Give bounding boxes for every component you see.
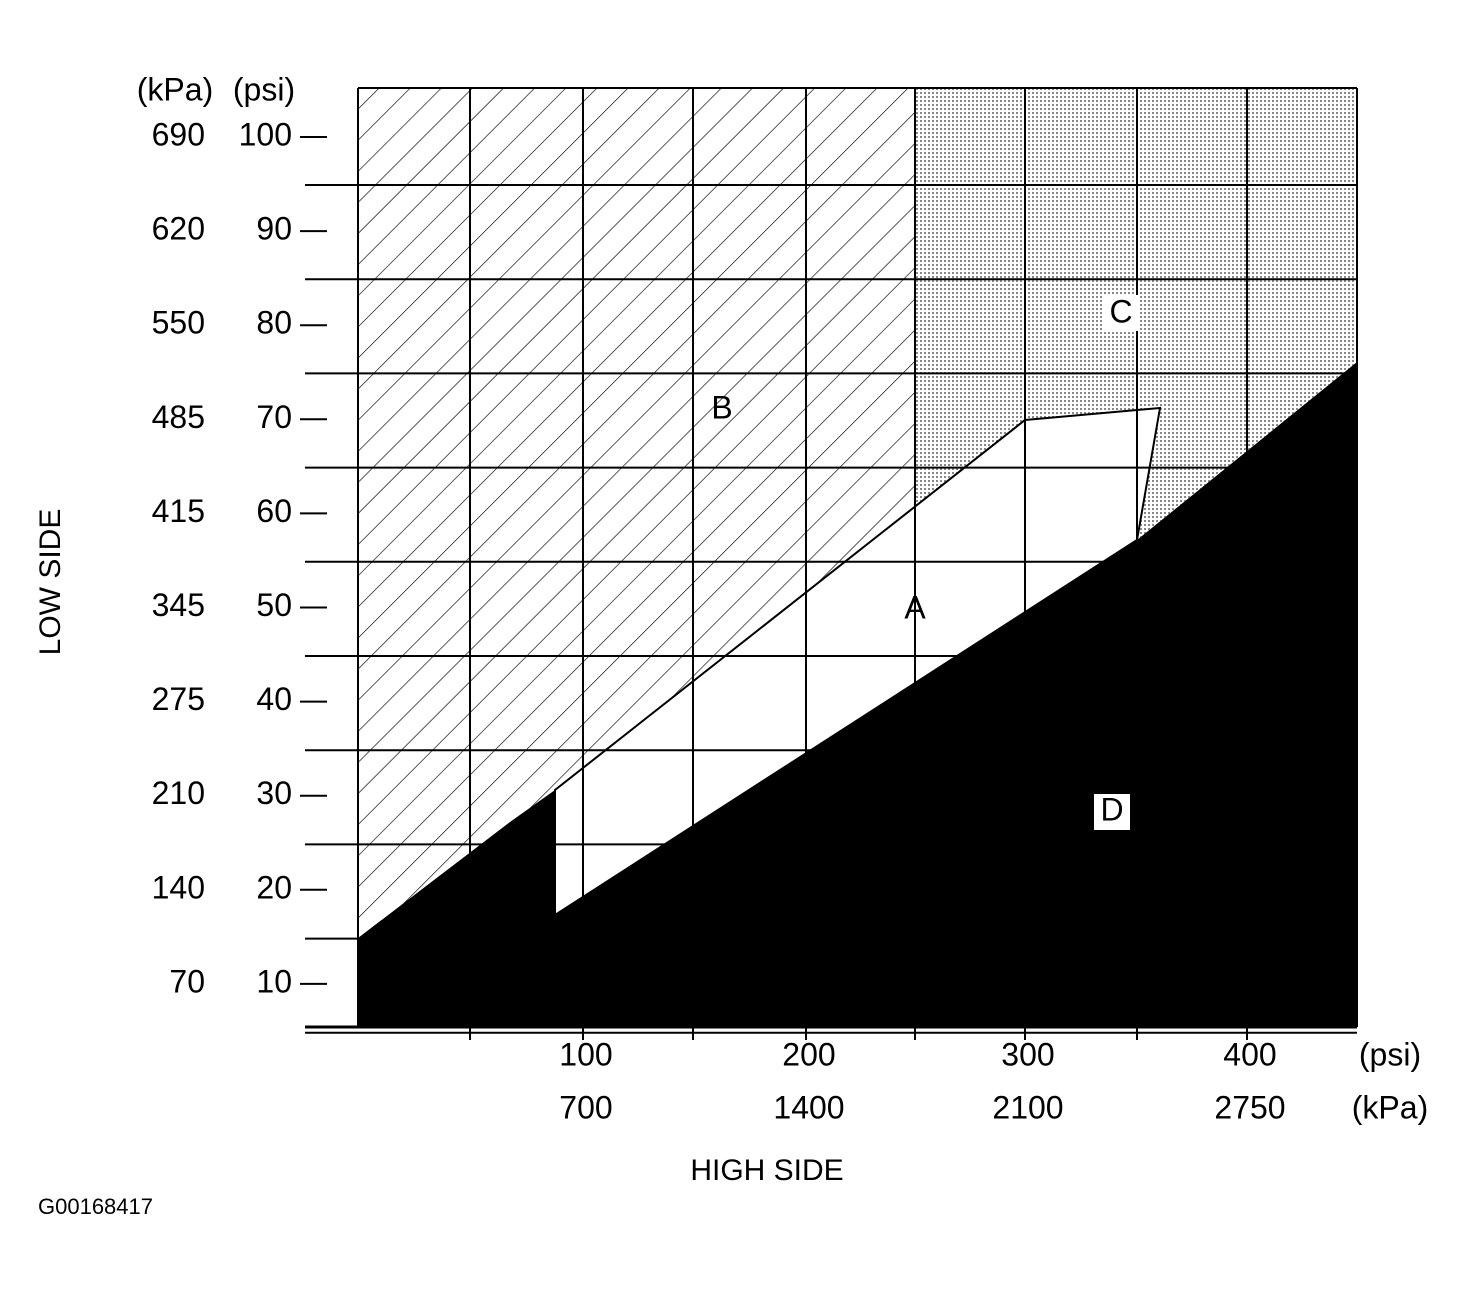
kpa-label: 210	[152, 775, 205, 811]
kpa-label: 550	[152, 305, 205, 341]
region-label: B	[711, 389, 732, 425]
ticks: 100 690 90 620 80 550 70 485 60 415 50 345 40 275 30 21…	[152, 116, 1286, 1125]
label-box	[1094, 794, 1130, 830]
psi-label: 30	[256, 775, 292, 811]
kpa-label: 415	[152, 493, 205, 529]
psi-label: 80	[256, 305, 292, 341]
kpa-label: 345	[152, 587, 205, 623]
axis-title: LOW SIDE	[34, 509, 67, 656]
region-label: D	[1100, 791, 1123, 827]
kpa-label: 2100	[992, 1089, 1063, 1125]
kpa-label: 620	[152, 211, 205, 247]
psi-label: 60	[256, 493, 292, 529]
region-d	[358, 362, 1357, 1027]
kpa-label: 140	[152, 869, 205, 905]
figure-id: G00168417	[38, 1194, 153, 1219]
psi-label: 70	[256, 399, 292, 435]
psi-label: 100	[559, 1036, 612, 1072]
region-label: C	[1109, 293, 1132, 329]
psi-label: 200	[782, 1036, 835, 1072]
axis-unit: (psi)	[233, 71, 295, 107]
psi-label: 90	[256, 211, 292, 247]
axis-unit: (kPa)	[137, 71, 213, 107]
axis-title: HIGH SIDE	[690, 1154, 843, 1187]
kpa-label: 2750	[1214, 1089, 1285, 1125]
psi-label: 300	[1001, 1036, 1054, 1072]
kpa-label: 70	[169, 963, 205, 999]
kpa-label: 700	[559, 1089, 612, 1125]
psi-label: 40	[256, 681, 292, 717]
axis-unit: (kPa)	[1352, 1089, 1428, 1125]
axis-unit: (psi)	[1359, 1036, 1421, 1072]
psi-label: 50	[256, 587, 292, 623]
region-b	[358, 88, 915, 938]
label-box	[1103, 295, 1139, 331]
psi-label: 400	[1223, 1036, 1276, 1072]
kpa-label: 690	[152, 116, 205, 152]
kpa-label: 1400	[773, 1089, 844, 1125]
kpa-label: 275	[152, 681, 205, 717]
kpa-label: 485	[152, 399, 205, 435]
psi-label: 20	[256, 869, 292, 905]
psi-label: 10	[256, 963, 292, 999]
psi-label: 100	[239, 116, 292, 152]
region-label: A	[904, 589, 926, 625]
